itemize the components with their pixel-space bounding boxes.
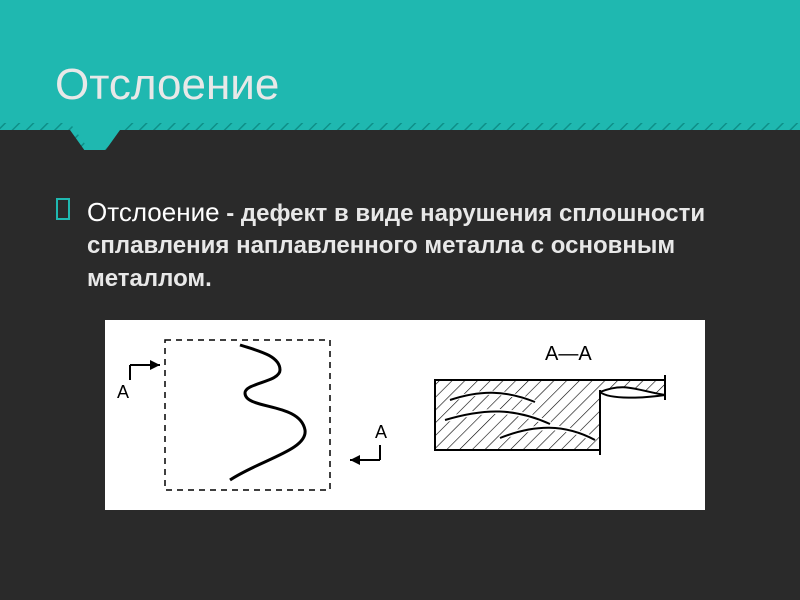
section-label: A—A bbox=[545, 343, 592, 365]
slide-title: Отслоение bbox=[55, 60, 279, 110]
left-panel: A A bbox=[117, 340, 387, 490]
definition-text: Отслоение - дефект в виде нарушения спло… bbox=[87, 195, 745, 295]
definition-term: Отслоение bbox=[87, 197, 220, 227]
diagram: A A A—A bbox=[105, 320, 705, 510]
body-area: Отслоение - дефект в виде нарушения спло… bbox=[55, 195, 745, 295]
arrow-A-bottom: A bbox=[350, 422, 387, 465]
arrow-A-top: A bbox=[117, 360, 160, 402]
diagram-svg: A A A—A bbox=[105, 320, 705, 510]
label-A-bottom: A bbox=[375, 422, 387, 442]
right-panel: A—A bbox=[435, 343, 665, 455]
label-A-top: A bbox=[117, 382, 129, 402]
bullet-icon bbox=[55, 197, 71, 221]
definition-block: Отслоение - дефект в виде нарушения спло… bbox=[55, 195, 745, 295]
